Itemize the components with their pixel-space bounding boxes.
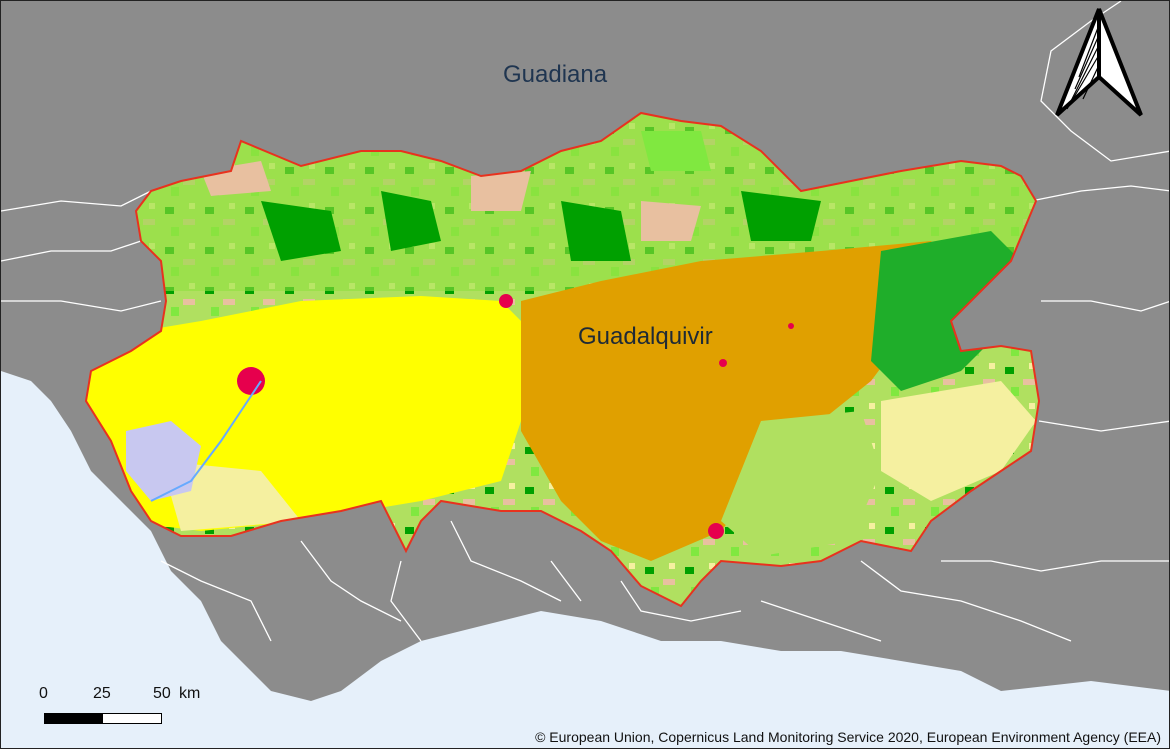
region-label-guadalquivir: Guadalquivir bbox=[578, 323, 713, 350]
scale-label-50: 50 bbox=[153, 685, 171, 702]
scale-unit: km bbox=[179, 685, 201, 702]
land-cover bbox=[86, 113, 1039, 606]
attribution-text: © European Union, Copernicus Land Monito… bbox=[535, 729, 1161, 745]
region-label-guadiana: Guadiana bbox=[503, 61, 608, 88]
scale-label-0: 0 bbox=[39, 685, 48, 702]
scale-bar-icon bbox=[44, 713, 162, 724]
scale-bar-black-segment bbox=[45, 714, 103, 723]
admin-boundaries bbox=[1, 1, 1169, 642]
north-arrow-icon bbox=[1055, 8, 1143, 117]
basin-outline bbox=[84, 111, 1041, 608]
scale-label-25: 25 bbox=[93, 685, 111, 702]
